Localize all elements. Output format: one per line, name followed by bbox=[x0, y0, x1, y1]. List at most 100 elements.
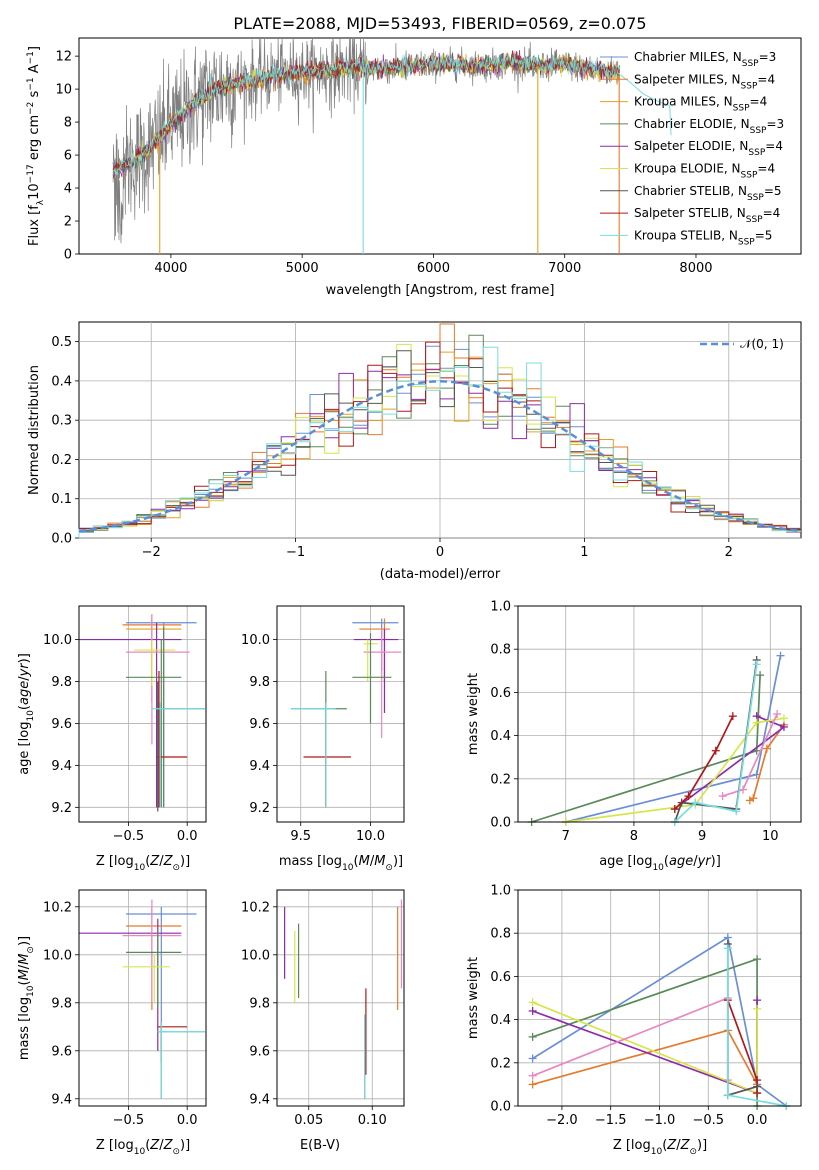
mass-weight-line bbox=[565, 717, 785, 823]
y-tick-label: 0.8 bbox=[490, 927, 511, 942]
y-tick-label: 2 bbox=[64, 215, 72, 230]
mass-weight-line bbox=[565, 655, 782, 823]
y-tick-label: 0.6 bbox=[490, 970, 511, 985]
x-tick-label: −1 bbox=[286, 545, 305, 560]
figure-title: PLATE=2088, MJD=53493, FIBERID=0569, z=0… bbox=[233, 14, 646, 33]
x-tick-label: 6000 bbox=[417, 261, 450, 276]
mw-age-xlabel: age [log10(age/yr)] bbox=[599, 854, 721, 873]
legend-subscript: SSP bbox=[738, 237, 755, 247]
x-tick-label: −0.5 bbox=[113, 1113, 145, 1128]
y-tick-label: 6 bbox=[64, 149, 72, 164]
legend-rest: =4 bbox=[765, 139, 783, 153]
y-tick-label: 0.4 bbox=[490, 729, 511, 744]
y-tick-label: 9.6 bbox=[249, 717, 270, 732]
y-tick-label: 9.2 bbox=[51, 801, 72, 816]
y-tick-label: 9.8 bbox=[249, 675, 270, 690]
x-tick-label: 5000 bbox=[286, 261, 319, 276]
y-tick-label: 1.0 bbox=[490, 600, 511, 615]
y-tick-label: 10 bbox=[55, 83, 72, 98]
mass-weight-line bbox=[532, 957, 758, 1106]
x-tick-label: 0.0 bbox=[177, 829, 198, 844]
mass-weight-line bbox=[532, 936, 787, 1107]
legend-label: Salpeter ELODIE, NSSP=4 bbox=[634, 139, 783, 158]
x-tick-label: −1.5 bbox=[595, 1113, 627, 1128]
mass-ebv-xlabel: E(B-V) bbox=[300, 1138, 340, 1153]
y-tick-label: 12 bbox=[55, 50, 72, 65]
mass-weight-line bbox=[722, 713, 778, 797]
x-tick-label: 9 bbox=[698, 829, 706, 844]
y-tick-label: 10.0 bbox=[43, 948, 72, 963]
spectrum-axes bbox=[78, 37, 802, 255]
x-tick-label: 4000 bbox=[154, 261, 187, 276]
axes-frame bbox=[78, 889, 207, 1107]
spectrum-ticks: 4000 5000 6000 7000 8000 0 2 4 6 8 10 12 bbox=[55, 50, 712, 276]
mass-weight-vs-z-panel: −2.0 −1.5 −1.0 −0.5 0.0 0.0 0.2 0.4 0.6 0.8 1.0 bbox=[490, 884, 802, 1128]
x-tick-label: 7 bbox=[562, 829, 570, 844]
age-mass-xlabel: mass [log10(M/M⊙)] bbox=[279, 854, 403, 873]
axes-frame bbox=[78, 605, 207, 823]
y-tick-label: 9.4 bbox=[249, 759, 270, 774]
y-tick-label: 10.0 bbox=[241, 633, 270, 648]
legend-rest: =3 bbox=[766, 117, 784, 131]
legend-rest: =3 bbox=[759, 50, 777, 64]
legend-rest: =4 bbox=[763, 206, 781, 220]
spectrum-panel: 4000 5000 6000 7000 8000 0 2 4 6 8 10 12 Chabrier M… bbox=[26, 37, 802, 298]
y-tick-label: 9.8 bbox=[249, 996, 270, 1011]
mass-weight-line bbox=[674, 715, 786, 810]
residual-ylabel: Normed distribution bbox=[27, 365, 42, 495]
mass-z-xlabel: Z [log10(Z/Z⊙)] bbox=[96, 1138, 190, 1157]
spectrum-ylabel: Flux [fλ10−17 erg cm−2 s−1 A−1] bbox=[26, 46, 46, 246]
spectrum-data bbox=[112, 37, 672, 254]
mass-weight-vs-age-panel: 7 8 9 10 0.0 0.2 0.4 0.6 0.8 1.0 bbox=[490, 600, 802, 844]
y-tick-label: 0.3 bbox=[51, 414, 72, 429]
y-tick-label: 9.6 bbox=[249, 1044, 270, 1059]
legend-rest: =5 bbox=[764, 184, 782, 198]
legend-label: Kroupa STELIB, NSSP=5 bbox=[634, 228, 772, 247]
x-tick-label: 2 bbox=[725, 545, 733, 560]
axes-frame bbox=[517, 605, 802, 823]
legend-subscript: SSP bbox=[742, 59, 759, 69]
axes-frame bbox=[517, 889, 802, 1107]
y-tick-label: 0.0 bbox=[490, 816, 511, 831]
legend-label: Chabrier MILES, NSSP=3 bbox=[634, 50, 776, 69]
mass-weight-line bbox=[532, 1001, 758, 1095]
legend-rest: =4 bbox=[750, 95, 768, 109]
x-tick-label: 1 bbox=[580, 545, 588, 560]
y-tick-label: 9.4 bbox=[249, 1092, 270, 1107]
y-tick-label: 1.0 bbox=[490, 884, 511, 899]
y-tick-label: 9.2 bbox=[249, 801, 270, 816]
legend-subscript: SSP bbox=[746, 215, 763, 225]
legend-subscript: SSP bbox=[748, 148, 765, 158]
y-tick-label: 0.6 bbox=[490, 686, 511, 701]
y-tick-label: 0.4 bbox=[490, 1013, 511, 1028]
x-tick-label: 8000 bbox=[679, 261, 712, 276]
residual-xlabel: (data-model)/error bbox=[380, 567, 501, 582]
x-tick-label: 8 bbox=[630, 829, 638, 844]
residual-panel: −2 −1 0 1 2 0.0 0.1 0.2 0.3 0.4 0.5 𝒩(0, 1) (data-… bbox=[27, 321, 802, 582]
x-tick-label: 0.0 bbox=[177, 1113, 198, 1128]
y-tick-label: 9.4 bbox=[51, 1092, 72, 1107]
axes-frame bbox=[276, 889, 405, 1107]
y-tick-label: 0 bbox=[64, 248, 72, 263]
residual-ticks: −2 −1 0 1 2 0.0 0.1 0.2 0.3 0.4 0.5 bbox=[51, 322, 801, 560]
mass-z-ylabel: mass [log10(M/M⊙)] bbox=[17, 936, 36, 1060]
legend-label: Chabrier ELODIE, NSSP=3 bbox=[634, 117, 784, 136]
legend-subscript: SSP bbox=[747, 193, 764, 203]
normal-curve bbox=[78, 380, 802, 533]
x-tick-label: −0.5 bbox=[693, 1113, 725, 1128]
x-tick-label: −1.0 bbox=[644, 1113, 676, 1128]
x-tick-label: 10 bbox=[762, 829, 779, 844]
age-z-ylabel: age [log10(age/yr)] bbox=[17, 653, 36, 775]
y-tick-label: 4 bbox=[64, 182, 72, 197]
axes-frame bbox=[276, 605, 405, 823]
histogram-step bbox=[78, 346, 801, 538]
x-tick-label: 0.0 bbox=[747, 1113, 768, 1128]
legend-rest: =5 bbox=[755, 228, 773, 242]
y-tick-label: 0.2 bbox=[490, 1056, 511, 1071]
residual-legend: 𝒩(0, 1) bbox=[700, 337, 784, 351]
y-tick-label: 10.2 bbox=[43, 900, 72, 915]
spectrum-legend: Chabrier MILES, NSSP=3 Salpeter MILES, NS… bbox=[600, 50, 784, 247]
x-tick-label: 0.10 bbox=[358, 1113, 387, 1128]
model-tail-line bbox=[616, 72, 672, 136]
